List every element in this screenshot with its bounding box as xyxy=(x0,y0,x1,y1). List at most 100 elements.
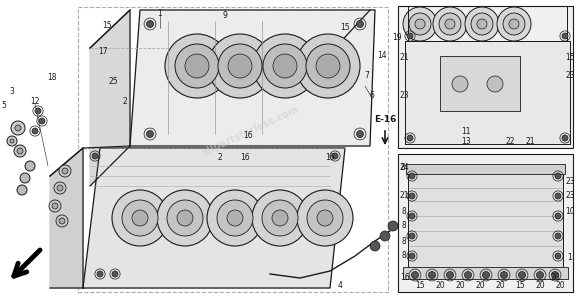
Circle shape xyxy=(555,193,561,199)
Circle shape xyxy=(57,185,63,191)
Circle shape xyxy=(272,210,288,226)
Polygon shape xyxy=(83,148,345,288)
Circle shape xyxy=(316,54,340,78)
Text: 15: 15 xyxy=(102,22,112,30)
Text: 23: 23 xyxy=(565,192,575,200)
Circle shape xyxy=(357,131,364,138)
Bar xyxy=(398,154,573,292)
Text: 20: 20 xyxy=(455,281,465,290)
Text: 10: 10 xyxy=(565,207,575,215)
Circle shape xyxy=(297,190,353,246)
Circle shape xyxy=(59,165,71,177)
Circle shape xyxy=(536,271,543,279)
Circle shape xyxy=(175,44,219,88)
Circle shape xyxy=(7,136,17,146)
Text: 2: 2 xyxy=(123,96,127,105)
Circle shape xyxy=(97,271,103,277)
Circle shape xyxy=(10,139,14,143)
Circle shape xyxy=(11,121,25,135)
Circle shape xyxy=(551,271,558,279)
Circle shape xyxy=(562,33,568,39)
Text: 14: 14 xyxy=(377,52,387,60)
Circle shape xyxy=(555,233,561,239)
Text: 21: 21 xyxy=(399,54,409,62)
Circle shape xyxy=(446,271,454,279)
Circle shape xyxy=(218,44,262,88)
Circle shape xyxy=(167,200,203,236)
Circle shape xyxy=(306,44,350,88)
Circle shape xyxy=(509,19,519,29)
Circle shape xyxy=(445,19,455,29)
Circle shape xyxy=(388,221,398,231)
Text: 5: 5 xyxy=(2,102,6,110)
Text: 11: 11 xyxy=(461,126,470,136)
Circle shape xyxy=(39,118,45,124)
Text: 20: 20 xyxy=(435,281,445,290)
Text: 13: 13 xyxy=(461,136,471,146)
Circle shape xyxy=(56,215,68,227)
Text: 25: 25 xyxy=(108,76,118,86)
Circle shape xyxy=(415,19,425,29)
Text: 8: 8 xyxy=(401,163,405,173)
Circle shape xyxy=(52,203,58,209)
Circle shape xyxy=(409,173,415,179)
Circle shape xyxy=(59,218,65,224)
Circle shape xyxy=(465,7,499,41)
Text: 15: 15 xyxy=(515,281,525,290)
Circle shape xyxy=(132,210,148,226)
Text: 15: 15 xyxy=(340,23,350,33)
Circle shape xyxy=(228,54,252,78)
Circle shape xyxy=(332,153,338,159)
Circle shape xyxy=(92,153,98,159)
Circle shape xyxy=(20,173,30,183)
Text: 18: 18 xyxy=(47,73,57,83)
Circle shape xyxy=(518,271,525,279)
Circle shape xyxy=(477,19,487,29)
Circle shape xyxy=(227,210,243,226)
Text: 8: 8 xyxy=(402,207,406,215)
Circle shape xyxy=(555,213,561,219)
Circle shape xyxy=(501,271,507,279)
Text: 20: 20 xyxy=(535,281,545,290)
Text: 3: 3 xyxy=(10,86,14,96)
Circle shape xyxy=(146,131,154,138)
Circle shape xyxy=(146,20,154,28)
Circle shape xyxy=(253,34,317,98)
Circle shape xyxy=(357,20,364,28)
Circle shape xyxy=(497,7,531,41)
Circle shape xyxy=(122,200,158,236)
Circle shape xyxy=(428,271,435,279)
Text: 21: 21 xyxy=(399,192,409,200)
Circle shape xyxy=(252,190,308,246)
Circle shape xyxy=(217,200,253,236)
Text: 1: 1 xyxy=(158,9,162,18)
Circle shape xyxy=(555,253,561,259)
Text: 20: 20 xyxy=(475,281,485,290)
Text: allpartsforless.com: allpartsforless.com xyxy=(200,104,300,158)
Text: 12: 12 xyxy=(30,96,40,105)
Circle shape xyxy=(273,54,297,78)
Circle shape xyxy=(15,125,21,131)
Circle shape xyxy=(407,135,413,141)
Circle shape xyxy=(433,7,467,41)
Text: 16: 16 xyxy=(400,274,410,282)
Text: 16: 16 xyxy=(243,131,253,141)
Polygon shape xyxy=(90,10,130,186)
Text: 23: 23 xyxy=(565,72,575,81)
Circle shape xyxy=(49,200,61,212)
Circle shape xyxy=(32,128,38,134)
Text: 23: 23 xyxy=(399,91,409,101)
Circle shape xyxy=(263,44,307,88)
Circle shape xyxy=(412,271,418,279)
Circle shape xyxy=(487,76,503,92)
Polygon shape xyxy=(50,148,83,288)
Circle shape xyxy=(409,213,415,219)
Circle shape xyxy=(296,34,360,98)
Circle shape xyxy=(380,231,390,241)
Circle shape xyxy=(370,241,380,251)
Text: 16: 16 xyxy=(325,154,335,163)
Text: 20: 20 xyxy=(495,281,505,290)
Circle shape xyxy=(409,253,415,259)
Circle shape xyxy=(452,76,468,92)
Circle shape xyxy=(409,193,415,199)
